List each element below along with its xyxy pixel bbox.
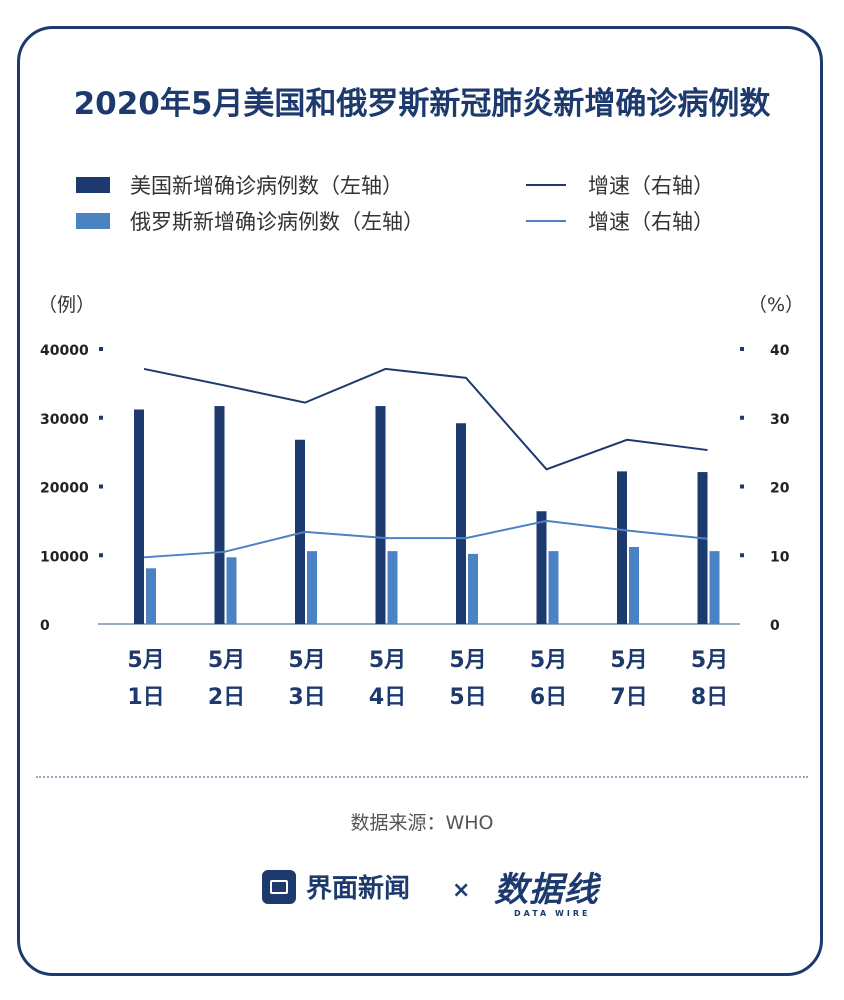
right-tick-label: 40: [770, 343, 790, 359]
ru-bar: [629, 547, 639, 624]
legend-label-ru-growth: 增速（右轴）: [588, 210, 714, 234]
legend-label-us-bar: 美国新增确诊病例数（左轴）: [130, 174, 403, 198]
category-label-day: 6日: [530, 685, 567, 710]
chart-title: 2020年5月美国和俄罗斯新冠肺炎新增确诊病例数: [73, 86, 771, 122]
ru-bar: [226, 557, 237, 624]
category-label-day: 7日: [610, 685, 647, 710]
collab-times: ×: [452, 878, 471, 903]
legend-item-ru-bar: 俄罗斯新增确诊病例数（左轴）: [76, 206, 424, 236]
right-tick-mark: [740, 553, 744, 558]
legend-item-ru-growth: 增速（右轴）: [526, 206, 714, 236]
source-note: 数据来源：WHO: [350, 812, 494, 834]
category-label-month: 5月: [530, 648, 567, 673]
left-tick-label: 0: [40, 618, 50, 634]
us-growth-line: [143, 367, 708, 471]
legend-swatch-ru-growth: [526, 220, 566, 222]
legend-swatch-us-bar: [76, 177, 110, 193]
category-label-month: 5月: [288, 648, 325, 673]
right-tick-label: 30: [770, 412, 790, 428]
legend-label-ru-bar: 俄罗斯新增确诊病例数（左轴）: [130, 210, 424, 234]
right-tick-label: 20: [770, 481, 790, 497]
category-label-month: 5月: [449, 648, 486, 673]
ru-growth-line: [143, 519, 708, 559]
ru-bar: [548, 551, 559, 624]
left-tick-label: 40000: [40, 343, 89, 359]
datawire-mark: 数据线: [494, 870, 599, 910]
legend-item-us-bar: 美国新增确诊病例数（左轴）: [76, 170, 403, 200]
left-axis-unit: （例）: [38, 294, 96, 316]
jiemian-brand: 界面新闻: [306, 874, 411, 904]
left-tick-label: 10000: [40, 549, 89, 565]
ru-bar: [468, 553, 478, 624]
us-bar: [697, 472, 708, 624]
datawire-sub: DATA WIRE: [514, 909, 591, 918]
ru-bar: [709, 551, 720, 624]
right-tick-mark: [740, 415, 744, 420]
category-label-month: 5月: [369, 648, 406, 673]
datawire-logo: 数据线 DATA WIRE: [494, 862, 599, 918]
left-tick-mark: [99, 553, 103, 558]
us-bar: [214, 406, 225, 624]
us-bar: [134, 409, 144, 624]
left-tick-mark: [99, 484, 103, 489]
category-label-month: 5月: [610, 648, 647, 673]
us-bar: [375, 406, 386, 624]
category-label-month: 5月: [691, 648, 728, 673]
chart-plot: 40000 30000 20000 10000 0 40 30 20 10 0 5月 1日 5月 2日 5月…: [40, 343, 790, 710]
left-tick-mark: [99, 415, 103, 420]
card-frame: [17, 26, 823, 976]
divider-line: [36, 776, 808, 778]
legend-swatch-us-growth: [526, 184, 566, 186]
category-label-day: 5日: [449, 685, 486, 710]
right-tick-mark: [740, 347, 744, 351]
left-tick-mark: [99, 347, 103, 351]
legend-swatch-ru-bar: [76, 213, 110, 229]
category-label-month: 5月: [127, 648, 164, 673]
category-label-day: 8日: [691, 685, 728, 710]
us-bar: [617, 471, 627, 624]
category-label-day: 4日: [369, 685, 406, 710]
category-label-month: 5月: [208, 648, 245, 673]
us-bar: [295, 439, 305, 624]
right-axis-unit: （%）: [748, 294, 805, 316]
right-tick-label: 0: [770, 618, 780, 634]
jiemian-icon: [262, 869, 296, 904]
category-label-day: 1日: [127, 685, 164, 710]
legend-item-us-growth: 增速（右轴）: [526, 170, 714, 200]
jiemian-logo: 界面新闻: [262, 868, 410, 905]
right-tick-mark: [740, 484, 744, 489]
ru-bar: [387, 551, 398, 624]
us-bar: [536, 511, 547, 624]
us-bar: [456, 423, 466, 624]
legend-label-us-growth: 增速（右轴）: [588, 174, 714, 198]
ru-bar: [146, 568, 156, 624]
left-tick-label: 30000: [40, 412, 89, 428]
right-tick-label: 10: [770, 549, 790, 565]
category-label-day: 3日: [288, 685, 325, 710]
ru-bar: [307, 551, 317, 624]
left-tick-label: 20000: [40, 481, 89, 497]
category-label-day: 2日: [208, 685, 245, 710]
